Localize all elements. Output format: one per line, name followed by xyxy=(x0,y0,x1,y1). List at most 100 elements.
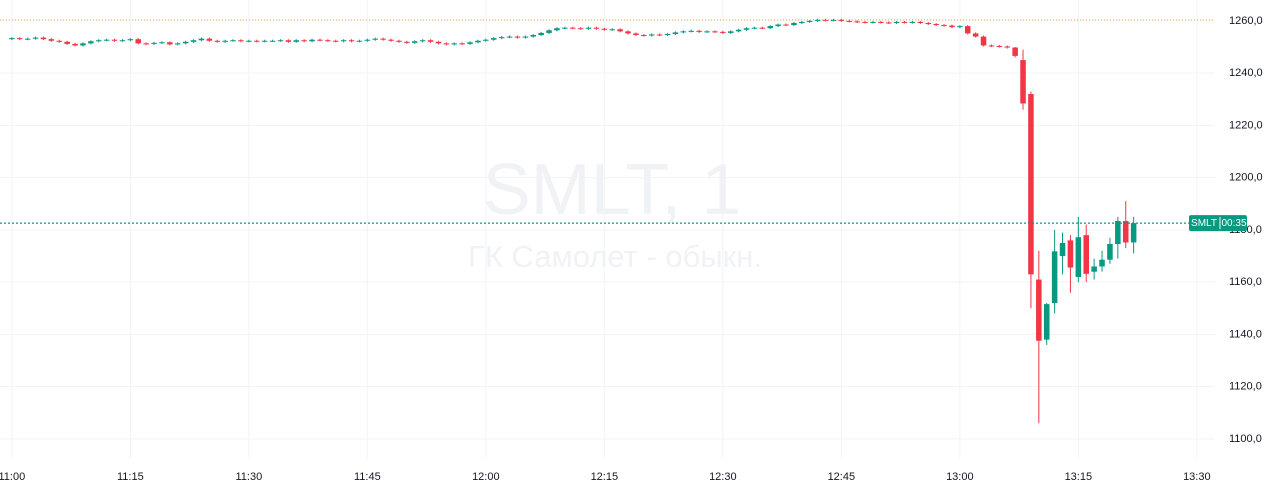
candle-body xyxy=(720,31,726,33)
candle-body xyxy=(925,22,931,25)
candle-body xyxy=(648,34,655,36)
candle-body xyxy=(514,36,521,38)
candle-body xyxy=(696,30,702,32)
y-tick-label: 1200,0 xyxy=(1229,172,1263,184)
candle-body xyxy=(95,40,102,42)
candle-body xyxy=(419,40,426,42)
candle-body xyxy=(451,43,458,45)
x-tick-label: 12:15 xyxy=(591,471,619,483)
candle-body xyxy=(427,40,434,42)
candle-body xyxy=(388,39,394,41)
candle-body xyxy=(1122,221,1129,243)
candle-body xyxy=(380,38,386,40)
candle-body xyxy=(972,33,979,37)
candle-body xyxy=(325,40,331,42)
candle-body xyxy=(435,41,442,44)
candle-body xyxy=(538,32,544,36)
candle-body xyxy=(459,43,465,45)
candle-body xyxy=(830,19,837,21)
candle-body xyxy=(356,40,363,42)
x-tick-label: 13:15 xyxy=(1065,471,1093,483)
candle-body xyxy=(1028,94,1034,275)
candle-body xyxy=(1115,221,1121,245)
candle-body xyxy=(862,21,868,23)
candle-body xyxy=(704,31,710,33)
candle-body xyxy=(475,40,481,43)
candle-body xyxy=(348,40,355,42)
candle-body xyxy=(893,21,900,23)
candle-body xyxy=(1067,240,1074,268)
candle-body xyxy=(735,29,742,32)
candle-body xyxy=(80,43,86,46)
candle-body xyxy=(443,43,450,45)
candle-body xyxy=(775,24,781,27)
candle-body xyxy=(593,27,600,29)
candle-body xyxy=(309,39,315,42)
candle-body xyxy=(285,40,292,42)
candle-body xyxy=(143,43,149,45)
candle-body xyxy=(269,40,276,42)
candle-body xyxy=(625,31,631,34)
candle-body xyxy=(332,40,339,42)
candle-body xyxy=(1020,60,1026,104)
x-tick-label: 11:00 xyxy=(0,471,25,483)
candle-body xyxy=(996,45,1003,47)
candle-body xyxy=(633,33,639,36)
price-tag-countdown: 00:35 xyxy=(1221,218,1246,229)
candle-body xyxy=(88,41,94,44)
candle-body xyxy=(601,28,608,30)
price-tag xyxy=(1189,215,1247,232)
candle-body xyxy=(190,40,197,42)
candle-body xyxy=(301,40,307,42)
candle-body xyxy=(103,39,110,41)
candle-body xyxy=(569,27,576,29)
candle-body xyxy=(159,42,165,44)
candle-body xyxy=(554,28,560,31)
candle-body xyxy=(364,39,371,41)
candle-body xyxy=(917,21,924,23)
candle-body xyxy=(411,41,418,43)
candle-body xyxy=(396,40,402,42)
x-tick-label: 13:00 xyxy=(946,471,974,483)
candle-body xyxy=(167,42,173,45)
candle-body xyxy=(372,38,379,40)
candle-body xyxy=(214,40,221,42)
price-tag-symbol: SMLT xyxy=(1191,218,1217,229)
candle-body xyxy=(885,22,892,24)
candle-body xyxy=(672,32,679,34)
candle-body xyxy=(964,26,971,34)
candle-body xyxy=(119,40,126,42)
candle-body xyxy=(767,26,774,29)
candle-body xyxy=(64,41,70,44)
candle-body xyxy=(980,36,987,46)
candle-body xyxy=(814,19,821,21)
candle-body xyxy=(530,35,537,37)
candle-body xyxy=(909,21,916,23)
candle-body xyxy=(253,40,260,42)
candle-body xyxy=(688,30,695,32)
candle-body xyxy=(1099,259,1105,267)
candle-body xyxy=(24,38,31,40)
candle-body xyxy=(522,36,529,38)
x-tick-label: 12:45 xyxy=(828,471,856,483)
candle-body xyxy=(949,25,955,28)
candle-body xyxy=(870,21,876,23)
candle-body xyxy=(727,31,734,33)
candle-body xyxy=(16,38,23,40)
candle-body xyxy=(664,33,671,36)
candle-body xyxy=(317,39,323,41)
candle-body xyxy=(198,38,205,41)
watermark-title: SMLT, 1 xyxy=(483,150,742,230)
candle-body xyxy=(822,19,829,21)
candle-body xyxy=(988,45,995,47)
y-tick-label: 1100,0 xyxy=(1229,433,1262,445)
candle-body xyxy=(490,38,497,40)
candle-body xyxy=(712,31,718,33)
y-tick-label: 1220,0 xyxy=(1229,119,1263,131)
candle-body xyxy=(806,20,813,22)
candle-body xyxy=(1059,242,1066,257)
candle-body xyxy=(261,40,268,42)
candle-body xyxy=(222,40,228,42)
candle-body xyxy=(293,40,300,42)
